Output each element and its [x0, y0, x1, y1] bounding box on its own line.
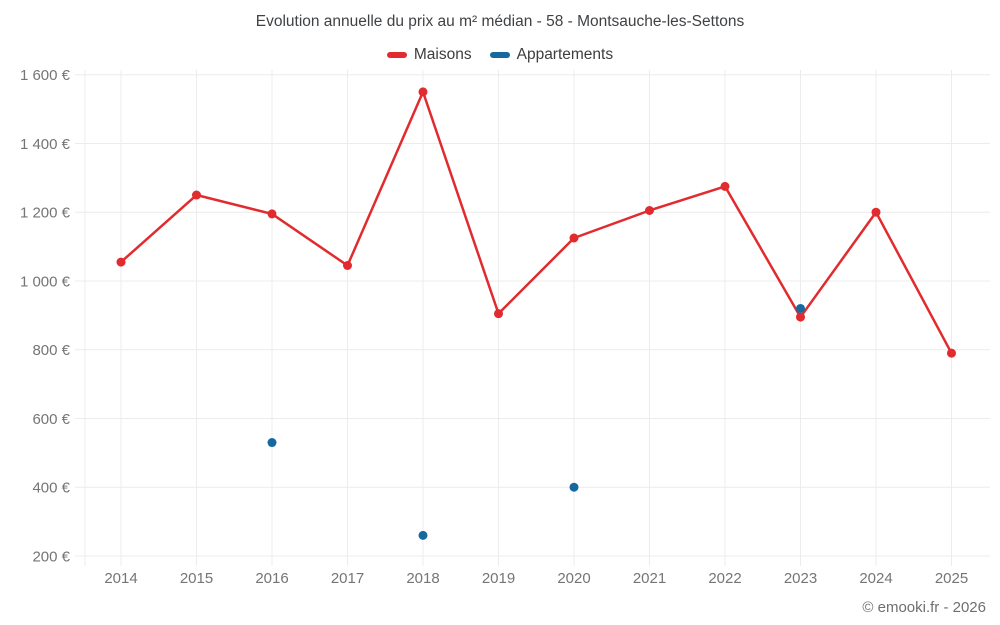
appartements-data-point[interactable]: [418, 530, 428, 540]
maisons-data-point[interactable]: [947, 348, 956, 358]
maisons-data-point[interactable]: [116, 257, 126, 267]
maisons-data-point[interactable]: [645, 205, 654, 215]
x-tick-label: 2021: [633, 570, 666, 587]
x-tick-label: 2020: [557, 570, 590, 587]
x-tick-label: 2018: [406, 570, 439, 587]
y-tick-label: 400 €: [32, 480, 70, 497]
maisons-data-point[interactable]: [192, 190, 201, 200]
chart-title: Evolution annuelle du prix au m² médian …: [255, 13, 745, 30]
x-tick-label: 2023: [784, 570, 817, 587]
y-tick-label: 1 400 €: [20, 136, 71, 153]
x-tick-label: 2025: [935, 570, 968, 587]
x-tick-label: 2016: [255, 570, 288, 587]
appartements-data-point[interactable]: [267, 438, 277, 448]
maisons-data-point[interactable]: [871, 207, 881, 217]
legend-label-maisons: Maisons: [413, 46, 472, 63]
maisons-data-point[interactable]: [494, 309, 503, 319]
y-tick-label: 800 €: [32, 342, 70, 359]
x-tick-label: 2017: [331, 570, 364, 587]
legend-item-maisons[interactable]: Maisons: [386, 46, 472, 64]
x-tick-label: 2024: [859, 570, 892, 587]
appartements-data-point[interactable]: [569, 482, 579, 492]
maisons-swatch-icon: [386, 52, 407, 58]
maisons-data-point[interactable]: [267, 209, 277, 219]
y-tick-label: 1 600 €: [20, 67, 71, 84]
legend-label-appartements: Appartements: [516, 46, 614, 63]
maisons-line: [119, 90, 953, 355]
x-tick-label: 2014: [104, 570, 137, 587]
y-tick-label: 1 200 €: [20, 205, 71, 222]
y-tick-label: 200 €: [32, 549, 70, 566]
legend-item-appartements[interactable]: Appartements: [489, 46, 614, 64]
appartements-swatch-icon: [489, 52, 510, 58]
y-tick-label: 600 €: [32, 411, 70, 428]
maisons-data-point[interactable]: [343, 261, 352, 271]
copyright-watermark: © emooki.fr - 2026: [862, 599, 986, 616]
y-tick-label: 1 000 €: [20, 273, 71, 290]
maisons-data-point[interactable]: [418, 87, 428, 97]
maisons-data-point[interactable]: [720, 181, 730, 191]
x-tick-label: 2015: [180, 570, 213, 587]
maisons-data-point[interactable]: [796, 312, 805, 322]
x-tick-label: 2022: [708, 570, 741, 587]
x-tick-label: 2019: [482, 570, 515, 587]
chart-legend: Maisons Appartements: [0, 46, 1000, 64]
maisons-data-point[interactable]: [569, 233, 579, 243]
appartements-data-point[interactable]: [796, 303, 805, 313]
